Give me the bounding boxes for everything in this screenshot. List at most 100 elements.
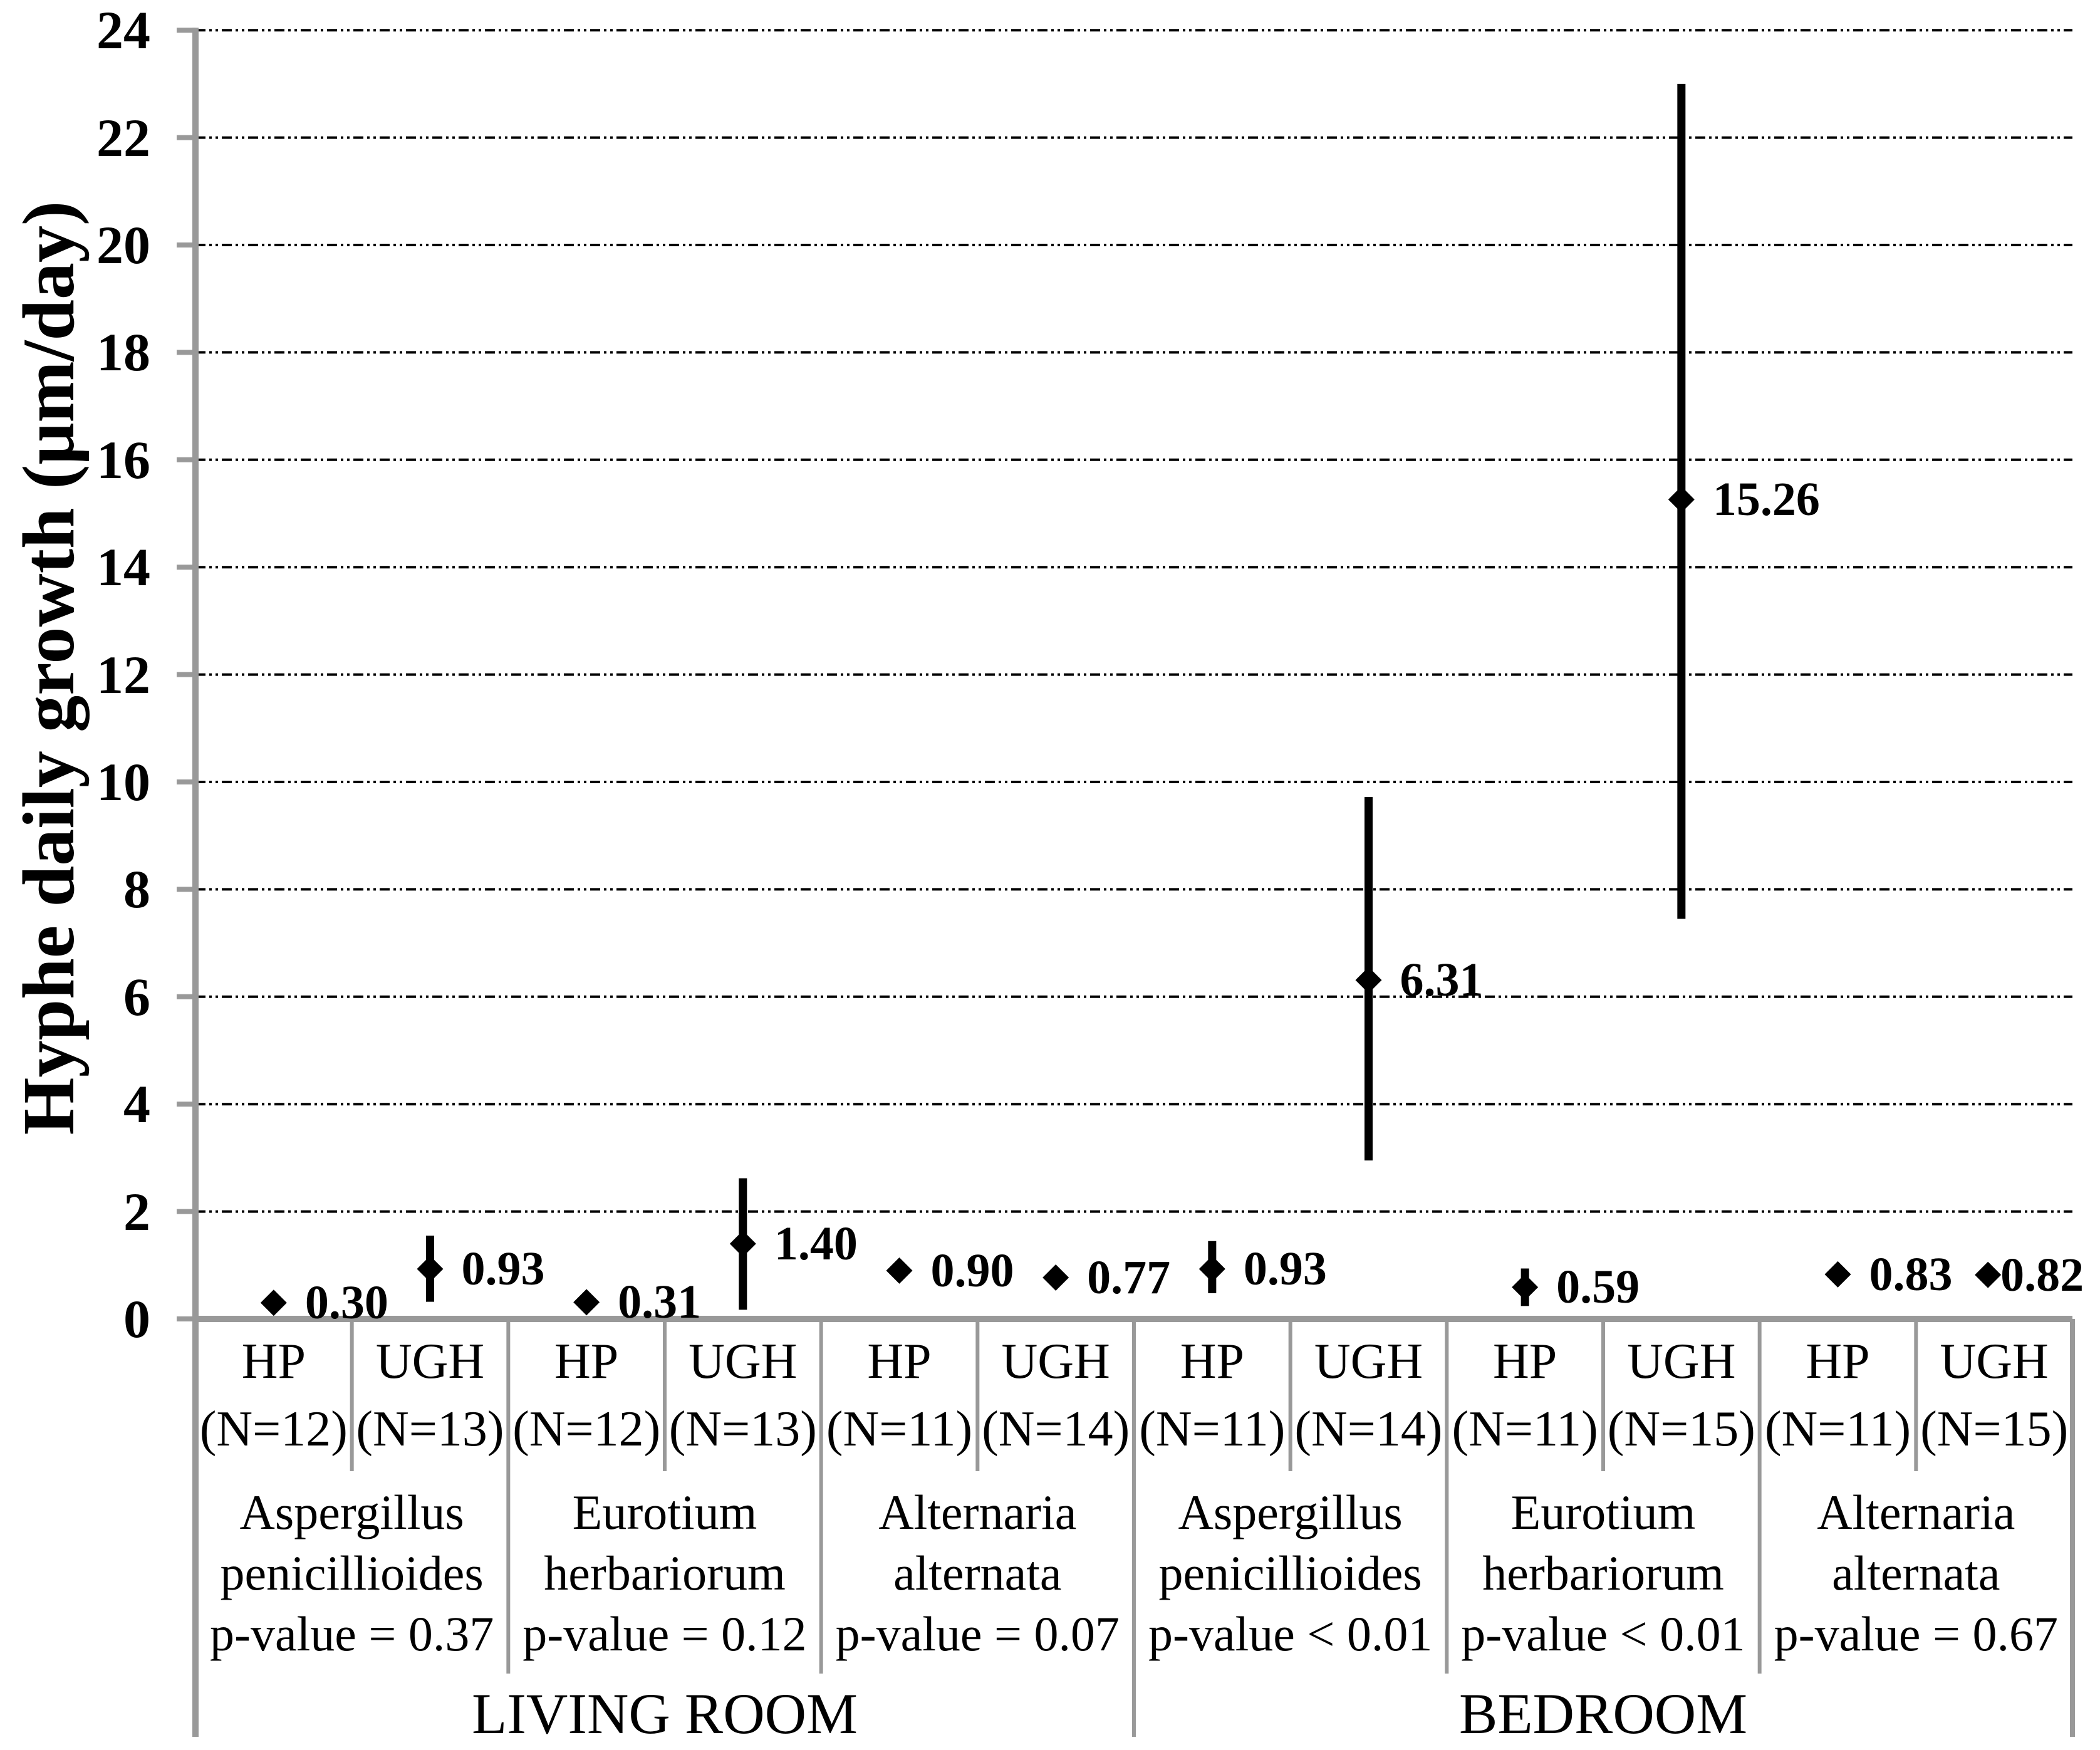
y-tick-label: 8 — [123, 859, 150, 920]
category-cell: UGH (N=14) — [979, 1323, 1132, 1467]
sample-size-label: (N=11) — [826, 1402, 973, 1457]
data-point-marker — [1975, 1261, 2002, 1288]
condition-label: HP — [1180, 1334, 1244, 1389]
data-label: 0.83 — [1869, 1247, 1953, 1301]
genus-label: Aspergillus — [1178, 1484, 1403, 1539]
data-label: 0.93 — [461, 1242, 545, 1296]
genus-label: Eurotium — [572, 1484, 757, 1539]
condition-label: UGH — [689, 1334, 798, 1389]
condition-label: UGH — [1001, 1334, 1110, 1389]
category-cell: HP (N=12) — [510, 1323, 663, 1467]
category-cell: UGH (N=13) — [667, 1323, 819, 1467]
condition-label: HP — [1806, 1334, 1870, 1389]
species-epithet-label: penicillioides — [1158, 1545, 1422, 1600]
data-point-marker — [1668, 486, 1695, 513]
species-cell: Alternaria alternata p-value = 0.07 — [824, 1479, 1131, 1667]
data-label: 6.31 — [1400, 954, 1484, 1007]
condition-label: UGH — [375, 1334, 485, 1389]
category-cell: UGH (N=15) — [1605, 1323, 1758, 1467]
data-point-marker — [1824, 1261, 1851, 1288]
data-point-marker — [1512, 1274, 1539, 1301]
y-tick-label: 24 — [96, 0, 150, 61]
data-point-marker — [1198, 1256, 1225, 1283]
y-tick-label: 6 — [123, 966, 150, 1027]
category-cell: UGH (N=15) — [1918, 1323, 2071, 1467]
data-point-marker — [1042, 1264, 1069, 1291]
condition-label: HP — [1493, 1334, 1557, 1389]
genus-label: Alternaria — [1817, 1484, 2015, 1539]
category-cell: HP (N=11) — [823, 1323, 976, 1467]
data-label: 0.93 — [1243, 1242, 1327, 1296]
p-value-label: p-value = 0.67 — [1774, 1606, 2058, 1661]
data-label: 0.77 — [1087, 1251, 1171, 1304]
category-cell: UGH (N=14) — [1292, 1323, 1445, 1467]
y-tick-label: 12 — [96, 644, 150, 705]
data-point-marker — [1355, 967, 1382, 994]
species-cell: Aspergillus penicillioides p-value < 0.01 — [1136, 1479, 1444, 1667]
p-value-label: p-value = 0.37 — [209, 1606, 494, 1661]
sample-size-label: (N=13) — [668, 1402, 817, 1457]
condition-label: HP — [241, 1334, 306, 1389]
species-cell: Eurotium herbariorum p-value < 0.01 — [1449, 1479, 1757, 1667]
data-point-marker — [886, 1257, 913, 1284]
y-tick-label: 4 — [123, 1074, 150, 1135]
data-label: 0.31 — [618, 1276, 702, 1329]
p-value-label: p-value < 0.01 — [1148, 1606, 1433, 1661]
room-label: BEDROOM — [1458, 1681, 1748, 1746]
sample-size-label: (N=12) — [199, 1402, 348, 1457]
data-point-marker — [573, 1289, 600, 1316]
data-point-marker — [729, 1231, 756, 1258]
species-cell: Eurotium herbariorum p-value = 0.12 — [511, 1479, 818, 1667]
p-value-label: p-value < 0.01 — [1461, 1606, 1745, 1661]
p-value-label: p-value = 0.07 — [835, 1606, 1120, 1661]
y-tick-label: 10 — [96, 752, 150, 812]
condition-label: UGH — [1314, 1334, 1423, 1389]
species-epithet-label: alternata — [1832, 1545, 2000, 1600]
data-label: 1.40 — [774, 1217, 858, 1271]
y-tick-label: 22 — [96, 107, 150, 168]
data-point-marker — [417, 1256, 444, 1283]
data-label: 0.82 — [2000, 1248, 2084, 1301]
p-value-label: p-value = 0.12 — [522, 1606, 807, 1661]
y-tick-label: 20 — [96, 215, 150, 275]
category-cell: UGH (N=13) — [354, 1323, 507, 1467]
condition-label: HP — [867, 1334, 932, 1389]
data-label: 0.30 — [304, 1276, 388, 1330]
data-label: 0.59 — [1556, 1261, 1640, 1314]
room-label: LIVING ROOM — [472, 1681, 858, 1746]
y-tick-label: 16 — [96, 429, 150, 490]
sample-size-label: (N=12) — [512, 1402, 661, 1457]
species-epithet-label: herbariorum — [544, 1545, 786, 1600]
sample-size-label: (N=15) — [1920, 1402, 2069, 1457]
sample-size-label: (N=15) — [1607, 1402, 1755, 1457]
condition-label: HP — [554, 1334, 619, 1389]
sample-size-label: (N=11) — [1452, 1402, 1598, 1457]
category-cell: HP (N=11) — [1762, 1323, 1915, 1467]
category-cell: HP (N=11) — [1448, 1323, 1601, 1467]
species-epithet-label: herbariorum — [1482, 1545, 1724, 1600]
y-tick-label: 18 — [96, 322, 150, 383]
condition-label: UGH — [1627, 1334, 1736, 1389]
y-tick-label: 14 — [96, 537, 150, 598]
sample-size-label: (N=13) — [356, 1402, 504, 1457]
y-tick-label: 0 — [123, 1289, 150, 1349]
category-cell: HP (N=12) — [197, 1323, 350, 1467]
sample-size-label: (N=11) — [1764, 1402, 1911, 1457]
condition-label: UGH — [1940, 1334, 2049, 1389]
genus-label: Eurotium — [1510, 1484, 1696, 1539]
category-cell: HP (N=11) — [1136, 1323, 1289, 1467]
genus-label: Aspergillus — [239, 1484, 464, 1539]
y-tick-label: 2 — [123, 1181, 150, 1242]
data-label: 0.90 — [930, 1244, 1014, 1297]
sample-size-label: (N=14) — [1294, 1402, 1443, 1457]
species-epithet-label: penicillioides — [220, 1545, 484, 1600]
data-label: 15.26 — [1712, 473, 1820, 526]
room-cell: LIVING ROOM — [195, 1678, 1134, 1749]
species-cell: Aspergillus penicillioides p-value = 0.37 — [198, 1479, 506, 1667]
species-cell: Alternaria alternata p-value = 0.67 — [1762, 1479, 2070, 1667]
genus-label: Alternaria — [878, 1484, 1077, 1539]
species-epithet-label: alternata — [893, 1545, 1062, 1600]
